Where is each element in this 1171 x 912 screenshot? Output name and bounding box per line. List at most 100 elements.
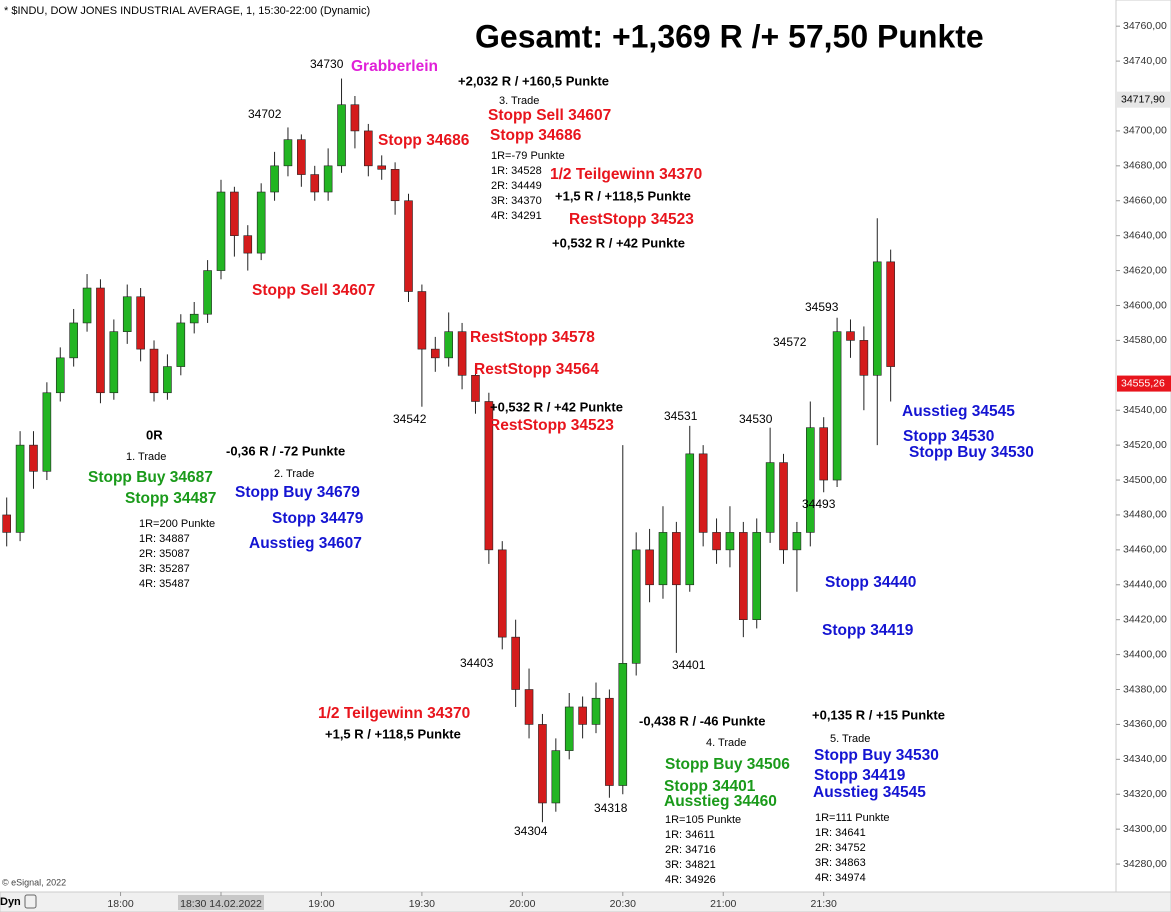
annotation: 34403	[460, 656, 494, 670]
annotation: +0,532 R / +42 Punkte	[490, 399, 623, 414]
annotation: 4. Trade	[706, 737, 746, 749]
annotation: Stopp Buy 34506	[665, 756, 790, 773]
annotation: 3. Trade	[499, 95, 539, 107]
candle-body	[819, 427, 828, 481]
candle-body	[283, 139, 293, 167]
price-axis-panel	[1115, 0, 1171, 893]
price-marker-label: 34717,90	[1121, 93, 1165, 105]
annotation: Stopp Sell 34607	[252, 282, 375, 299]
candle-body	[712, 532, 721, 551]
candle-body	[752, 532, 762, 620]
candle-body	[29, 444, 38, 472]
annotation: 4R: 35487	[139, 578, 190, 590]
annotation: 2R: 34449	[491, 180, 542, 192]
y-tick-label: 34540,00	[1123, 404, 1167, 416]
annotation: 34531	[664, 409, 698, 423]
annotation: Stopp 34401	[664, 778, 756, 795]
candle-body	[739, 532, 748, 620]
y-tick-label: 34500,00	[1123, 474, 1167, 486]
candle-body	[551, 750, 561, 804]
time-highlight	[177, 895, 264, 910]
annotation: 3R: 34863	[815, 857, 866, 869]
candle-body	[511, 636, 520, 690]
candle-body	[444, 331, 453, 359]
y-tick-label: 34440,00	[1123, 579, 1167, 591]
x-tick-label: 18:30 14.02.2022	[180, 898, 262, 910]
candle-body	[859, 340, 869, 376]
candle-body	[203, 270, 212, 315]
y-tick-label: 34760,00	[1123, 20, 1167, 32]
candle-body	[631, 549, 641, 664]
y-tick-label: 34400,00	[1123, 648, 1167, 660]
annotation: -0,438 R / -46 Punkte	[639, 713, 765, 728]
candle-body	[658, 532, 668, 586]
candle-body	[404, 200, 413, 292]
candle-body	[564, 706, 574, 751]
y-tick-label: 34380,00	[1123, 683, 1167, 695]
candle-body	[698, 453, 708, 533]
candle-body	[122, 296, 132, 332]
annotation: +0,532 R / +42 Punkte	[552, 235, 685, 250]
candle-body	[524, 689, 534, 725]
annotation: 34572	[773, 335, 807, 349]
candle-body	[55, 357, 65, 394]
annotation: 2R: 34716	[665, 844, 716, 856]
annotation: RestStopp 34523	[569, 211, 694, 228]
candle-body	[2, 514, 11, 533]
candle-body	[872, 261, 882, 376]
annotation: 0R	[146, 427, 163, 442]
candle-body	[417, 291, 427, 350]
time-axis-panel	[0, 891, 1171, 912]
annotation: +2,032 R / +160,5 Punkte	[458, 73, 609, 88]
candle-body	[846, 331, 855, 341]
candle-body	[350, 104, 360, 132]
candle-body	[297, 139, 306, 175]
lock-icon[interactable]	[24, 894, 37, 909]
candle-body	[457, 331, 467, 376]
price-marker	[1117, 91, 1171, 108]
annotation: 3R: 34821	[665, 859, 716, 871]
candle-body	[591, 697, 601, 725]
y-tick-label: 34320,00	[1123, 788, 1167, 800]
annotation: RestStopp 34564	[474, 361, 599, 378]
annotation: Stopp 34419	[822, 622, 914, 639]
annotation: 3R: 34370	[491, 195, 542, 207]
annotation: 34318	[594, 801, 628, 815]
annotation: 34593	[805, 300, 839, 314]
annotation: RestStopp 34523	[489, 417, 614, 434]
annotation: 34401	[672, 658, 706, 672]
candle-body	[270, 165, 279, 193]
candle-body	[578, 706, 587, 725]
annotation: 34493	[802, 497, 836, 511]
annotation: Stopp 34686	[490, 127, 582, 144]
candle-body	[337, 104, 346, 167]
annotation: 1R=-79 Punkte	[491, 150, 565, 162]
candle-body	[685, 453, 695, 586]
copyright: © eSignal, 2022	[2, 877, 66, 887]
candle-body	[176, 322, 186, 367]
candle-body	[109, 331, 119, 394]
annotation: RestStopp 34578	[470, 329, 595, 346]
candle-body	[15, 444, 25, 533]
annotation: 3R: 35287	[139, 563, 190, 575]
annotation: -0,36 R / -72 Punkte	[226, 443, 345, 458]
y-tick-label: 34740,00	[1123, 55, 1167, 67]
annotation: 2R: 35087	[139, 548, 190, 560]
mode-label: Dyn	[0, 896, 21, 908]
candle-body	[377, 165, 387, 170]
y-tick-label: 34280,00	[1123, 858, 1167, 870]
y-tick-label: 34600,00	[1123, 299, 1167, 311]
annotation: 4R: 34974	[815, 872, 866, 884]
x-tick-label: 19:00	[308, 898, 334, 910]
y-tick-label: 34640,00	[1123, 229, 1167, 241]
candle-body	[484, 401, 494, 551]
candle-body	[725, 532, 735, 551]
annotation: 1/2 Teilgewinn 34370	[318, 705, 470, 722]
annotation: 1/2 Teilgewinn 34370	[550, 166, 702, 183]
candle-body	[189, 313, 199, 324]
annotation: Stopp 34686	[378, 132, 470, 149]
y-tick-label: 34460,00	[1123, 544, 1167, 556]
candle-body	[310, 174, 320, 193]
chart-title: Gesamt: +1,369 R /+ 57,50 Punkte	[475, 18, 984, 54]
